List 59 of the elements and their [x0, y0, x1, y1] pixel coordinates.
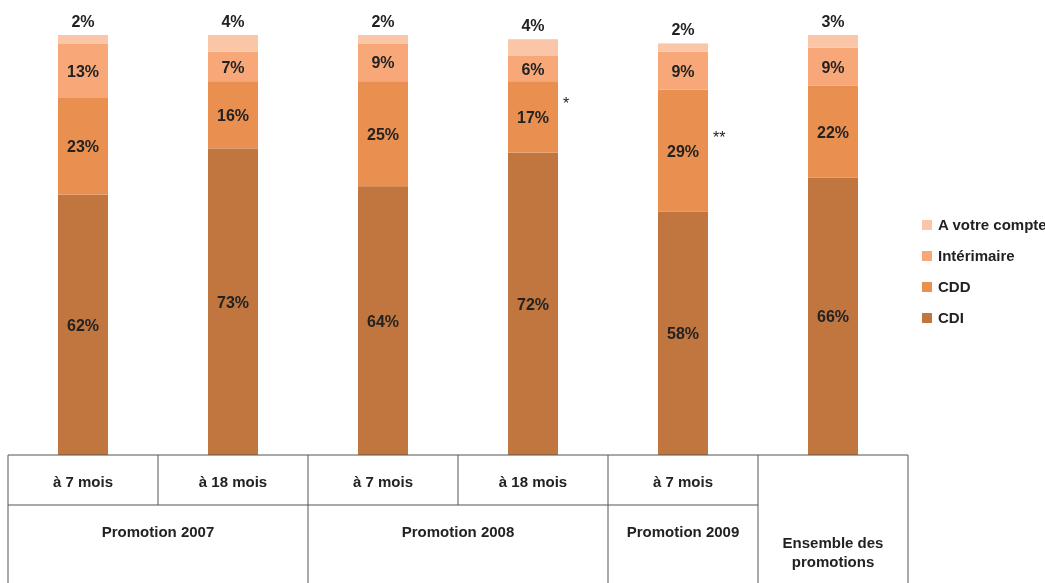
bar	[58, 98, 108, 195]
x-tick-label: à 7 mois	[52, 473, 114, 490]
data-label: 23%	[66, 138, 100, 156]
data-label: 2%	[371, 13, 395, 30]
bar	[808, 35, 858, 48]
x-tick-label: à 7 mois	[352, 473, 414, 490]
bar	[508, 39, 558, 56]
annotation: *	[563, 94, 570, 112]
bar	[658, 51, 708, 90]
bar	[658, 89, 708, 212]
data-label: 64%	[366, 312, 400, 330]
data-label: 7%	[221, 58, 245, 76]
text: Promotion 2009	[626, 523, 740, 540]
bar	[358, 186, 408, 455]
data-label: 4%	[521, 17, 545, 35]
text: Promotion 2007	[101, 523, 215, 540]
bar	[658, 43, 708, 52]
legend-label: CDD	[938, 278, 971, 295]
data-label: 6%	[521, 60, 545, 78]
x-tick-label: à 7 mois	[652, 473, 714, 490]
text: Ensemble des promotions	[782, 534, 884, 570]
data-label: 13%	[66, 62, 100, 80]
data-label: 2%	[71, 13, 95, 30]
data-label: 9%	[371, 54, 395, 72]
bar	[658, 211, 708, 455]
data-label: 2%	[671, 21, 695, 39]
data-label: 16%	[216, 106, 250, 124]
bar	[58, 43, 108, 98]
bar	[508, 81, 558, 153]
annotation: **	[713, 128, 726, 146]
bar	[58, 35, 108, 44]
bar	[358, 81, 408, 187]
data-label: 72%	[516, 295, 550, 313]
text: Promotion 2008	[401, 523, 515, 540]
bar	[58, 194, 108, 455]
bar	[208, 81, 258, 149]
x-tick-label: à 18 mois	[498, 473, 568, 490]
bar	[808, 177, 858, 455]
data-label: 58%	[666, 325, 700, 343]
data-label: 25%	[366, 125, 400, 143]
data-label: 22%	[816, 123, 850, 141]
legend-label: CDI	[938, 309, 964, 326]
legend-label: Intérimaire	[938, 247, 1015, 264]
data-label: 9%	[821, 58, 845, 76]
bar	[208, 148, 258, 455]
bar	[808, 85, 858, 178]
data-label: 3%	[821, 13, 845, 30]
x-tick-label: à 18 mois	[198, 473, 268, 490]
data-label: 66%	[816, 308, 850, 326]
data-label: 62%	[66, 316, 100, 334]
bar	[208, 35, 258, 52]
data-label: 4%	[221, 13, 245, 30]
bar	[508, 152, 558, 455]
data-label: 29%	[666, 142, 700, 160]
data-label: 17%	[516, 108, 550, 126]
bar	[358, 43, 408, 82]
data-label: 73%	[216, 293, 250, 311]
data-label: 9%	[671, 62, 695, 80]
bar	[358, 35, 408, 44]
